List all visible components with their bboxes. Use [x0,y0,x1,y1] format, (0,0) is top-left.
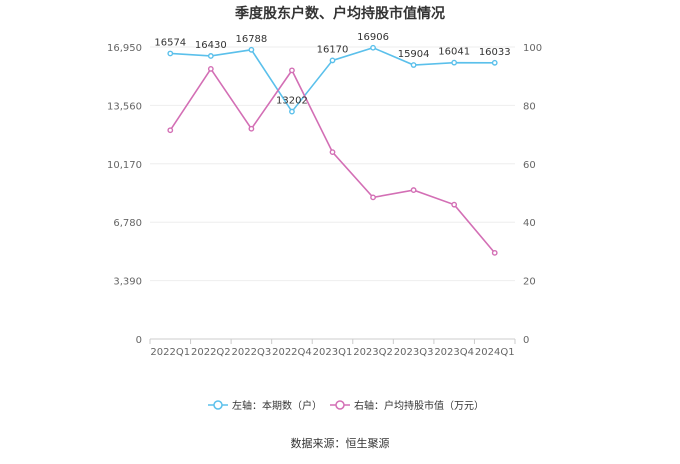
data-point [167,50,174,57]
x-tick-label: 2022Q3 [232,347,272,358]
data-label: 15904 [398,49,430,60]
data-label: 16574 [154,37,186,48]
x-tick-label: 2022Q2 [191,347,231,358]
data-point [289,67,295,74]
legend-item-1[interactable]: 左轴：本期数（户） [208,399,322,412]
left-tick-label: 0 [136,335,142,346]
legend-marker [335,400,345,410]
data-label: 16906 [357,32,389,43]
data-point [167,127,174,134]
x-axis: 2022Q1 2022Q2 2022Q3 2022Q4 2023Q1 2023Q2 2023… [149,339,516,358]
legend-label: 右轴：户均持股市值（万元） [354,399,484,412]
x-tick-label: 2023Q4 [434,347,474,358]
data-point [248,125,255,132]
left-tick-label: 16,950 [107,43,142,54]
data-label: 16430 [195,40,227,51]
x-tick-label: 2023Q1 [313,347,353,358]
data-point [370,194,376,201]
data-label: 16041 [438,47,470,58]
left-tick-label: 13,560 [107,101,142,112]
data-point [207,66,214,72]
x-tick-label: 2022Q1 [150,347,190,358]
left-tick-label: 6,780 [113,218,142,229]
right-tick-label: 60 [523,160,536,171]
chart-title: 季度股东户数、户均持股市值情况 [234,5,445,22]
data-point [451,201,458,208]
legend-label: 左轴：本期数（户） [232,399,322,412]
right-tick-label: 100 [523,43,542,54]
data-point [207,53,214,59]
data-point [370,44,376,51]
data-point [491,59,498,66]
data-point [248,46,255,53]
right-tick-label: 0 [523,335,529,346]
legend-marker [213,400,223,410]
legend[interactable]: 左轴：本期数（户） 右轴：户均持股市值（万元） [208,399,484,412]
right-tick-label: 80 [523,101,536,112]
left-tick-label: 10,170 [107,160,142,171]
x-tick-label: 2023Q2 [353,347,393,358]
data-label: 16170 [317,44,349,55]
data-point [410,62,417,68]
data-label: 16033 [479,47,511,58]
series-line-2 [169,67,496,254]
data-point [289,108,295,115]
legend-item-2[interactable]: 右轴：户均持股市值（万元） [330,399,484,412]
right-y-axis: 0 20 40 60 80 100 [523,43,542,346]
right-tick-label: 40 [523,218,536,229]
data-point [410,187,417,193]
left-tick-label: 3,390 [113,277,142,288]
data-point [329,149,336,156]
x-tick-label: 2024Q1 [475,347,515,358]
right-tick-label: 20 [523,277,536,288]
data-point [451,59,458,66]
series-layer [167,44,498,256]
left-y-axis: 0 3,390 6,780 10,170 13,560 16,950 [107,43,142,346]
grid-lines [150,46,515,340]
data-point [491,249,498,256]
data-labels: 16574 16430 16788 13202 16170 16906 15904 16041… [154,32,510,107]
data-point [329,57,336,64]
x-tick-label: 2023Q3 [394,347,434,358]
data-label: 16788 [235,34,267,45]
x-tick-label: 2022Q4 [272,347,312,358]
data-label: 13202 [276,96,308,107]
source-note: 数据来源：恒生聚源 [291,436,390,450]
